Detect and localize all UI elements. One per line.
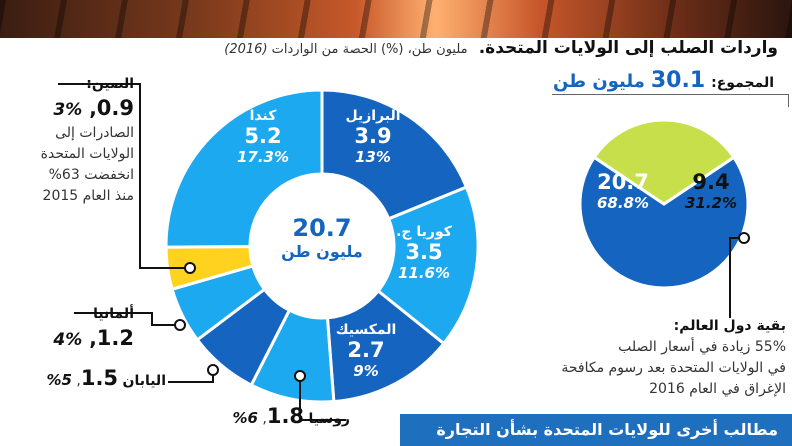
china-share: 3% (53, 100, 83, 120)
dot-germany (174, 319, 186, 331)
pie-big-value: 20.7 (597, 170, 649, 194)
rest-note: بقية دول العالم: 55% زيادة في أسعار الصل… (500, 316, 786, 400)
russia-value: 1.8 (266, 404, 305, 428)
label-mexico: المكسيك 2.7 9% (326, 322, 406, 380)
label-brazil: البرازيل 3.9 13% (330, 108, 416, 166)
slice-big (578, 155, 750, 290)
donut-center: 20.7 مليون طن (262, 214, 382, 261)
korea-value: 3.5 (405, 240, 443, 264)
total-caption: المجموع: (711, 75, 774, 91)
japan-name: اليابان (122, 373, 167, 389)
total-connector (552, 94, 789, 107)
header-photo (0, 0, 792, 38)
dot-rest (738, 232, 750, 244)
japan-share: 5% (46, 371, 72, 389)
label-canada: كندا 5.2 17.3% (218, 108, 308, 166)
mexico-share: 9% (353, 362, 379, 380)
pie-small-share: 31.2% (684, 194, 738, 212)
china-line1: الصادرات إلى (55, 125, 134, 141)
germany-name: ألمانيا (93, 306, 134, 322)
label-us-imports: 20.7 68.8% (588, 170, 658, 212)
canada-share: 17.3% (236, 148, 290, 166)
footer-banner[interactable]: مطالب أخرى للولايات المتحدة بشأن التجارة (400, 414, 792, 446)
center-value: 20.7 (292, 214, 352, 242)
slice-brazil (320, 88, 469, 221)
mexico-value: 2.7 (347, 338, 385, 362)
pie-small-value: 9.4 (692, 170, 730, 194)
chart-header: واردات الصلب إلى الولايات المتحدة. مليون… (8, 38, 778, 58)
china-figures: 0.9, 3% (53, 96, 134, 120)
japan-value: 1.5 (80, 366, 119, 390)
leader-japan (168, 370, 214, 383)
china-line2: الولايات المتحدة (40, 146, 134, 162)
leader-germany (74, 312, 180, 326)
china-line3: انخفضت 63% (48, 167, 134, 183)
russia-note: روسيا 1.8, 6% (232, 404, 350, 428)
germany-share: 4% (53, 330, 83, 350)
dot-japan (207, 364, 219, 376)
russia-share: 6% (232, 409, 258, 427)
china-note: الصين: 0.9, 3% الصادرات إلى الولايات الم… (6, 74, 134, 207)
center-unit: مليون طن (281, 242, 363, 261)
slice-canada (164, 88, 324, 249)
dot-russia (294, 370, 306, 382)
canada-value: 5.2 (244, 124, 282, 148)
germany-value: 1.2 (96, 326, 134, 350)
chart-subtitle: مليون طن، (%) الحصة من الواردات (2016) (224, 42, 467, 57)
rest-line2: في الولايات المتحدة بعد رسوم مكافحة (561, 360, 786, 376)
china-line4: منذ العام 2015 (42, 188, 134, 204)
russia-name: روسيا (308, 411, 350, 427)
subtitle-year: (2016) (224, 42, 268, 57)
subtitle-text: مليون طن، (%) الحصة من الواردات (271, 42, 468, 57)
canada-name: كندا (249, 108, 277, 124)
chart-title: واردات الصلب إلى الولايات المتحدة. (478, 38, 778, 58)
donut-hole (252, 176, 392, 316)
rest-heading: بقية دول العالم: (673, 318, 786, 334)
brazil-share: 13% (355, 148, 391, 166)
total-unit: مليون طن (552, 71, 645, 92)
label-korea: كوريا ج. 3.5 11.6% (384, 224, 464, 282)
slice-korea (376, 185, 480, 346)
china-value: 0.9 (96, 96, 134, 120)
pie-chart (578, 118, 750, 290)
rest-line1: 55% زيادة في أسعار الصلب (618, 339, 786, 355)
germany-figures: 1.2, 4% (53, 326, 134, 350)
total-label: المجموع: 30.1مليون طن (553, 68, 774, 93)
donut-chart (164, 88, 480, 404)
germany-note: ألمانيا 1.2, 4% (6, 304, 134, 353)
slice-small (592, 118, 736, 206)
korea-name: كوريا ج. (396, 224, 452, 240)
rest-line3: الإغراق في العام 2016 (649, 381, 786, 397)
japan-note: اليابان 1.5, 5% (46, 366, 167, 390)
korea-share: 11.6% (397, 264, 451, 282)
leader-dots (174, 232, 750, 382)
dot-china (184, 262, 196, 274)
brazil-name: البرازيل (345, 108, 401, 124)
total-value: 30.1 (650, 68, 706, 93)
pie-big-share: 68.8% (596, 194, 650, 212)
leader-russia (299, 376, 346, 421)
china-heading: الصين: (86, 76, 134, 92)
mexico-name: المكسيك (335, 322, 397, 338)
brazil-value: 3.9 (354, 124, 392, 148)
label-rest-imports: 9.4 31.2% (676, 170, 746, 212)
leader-china (58, 83, 190, 269)
